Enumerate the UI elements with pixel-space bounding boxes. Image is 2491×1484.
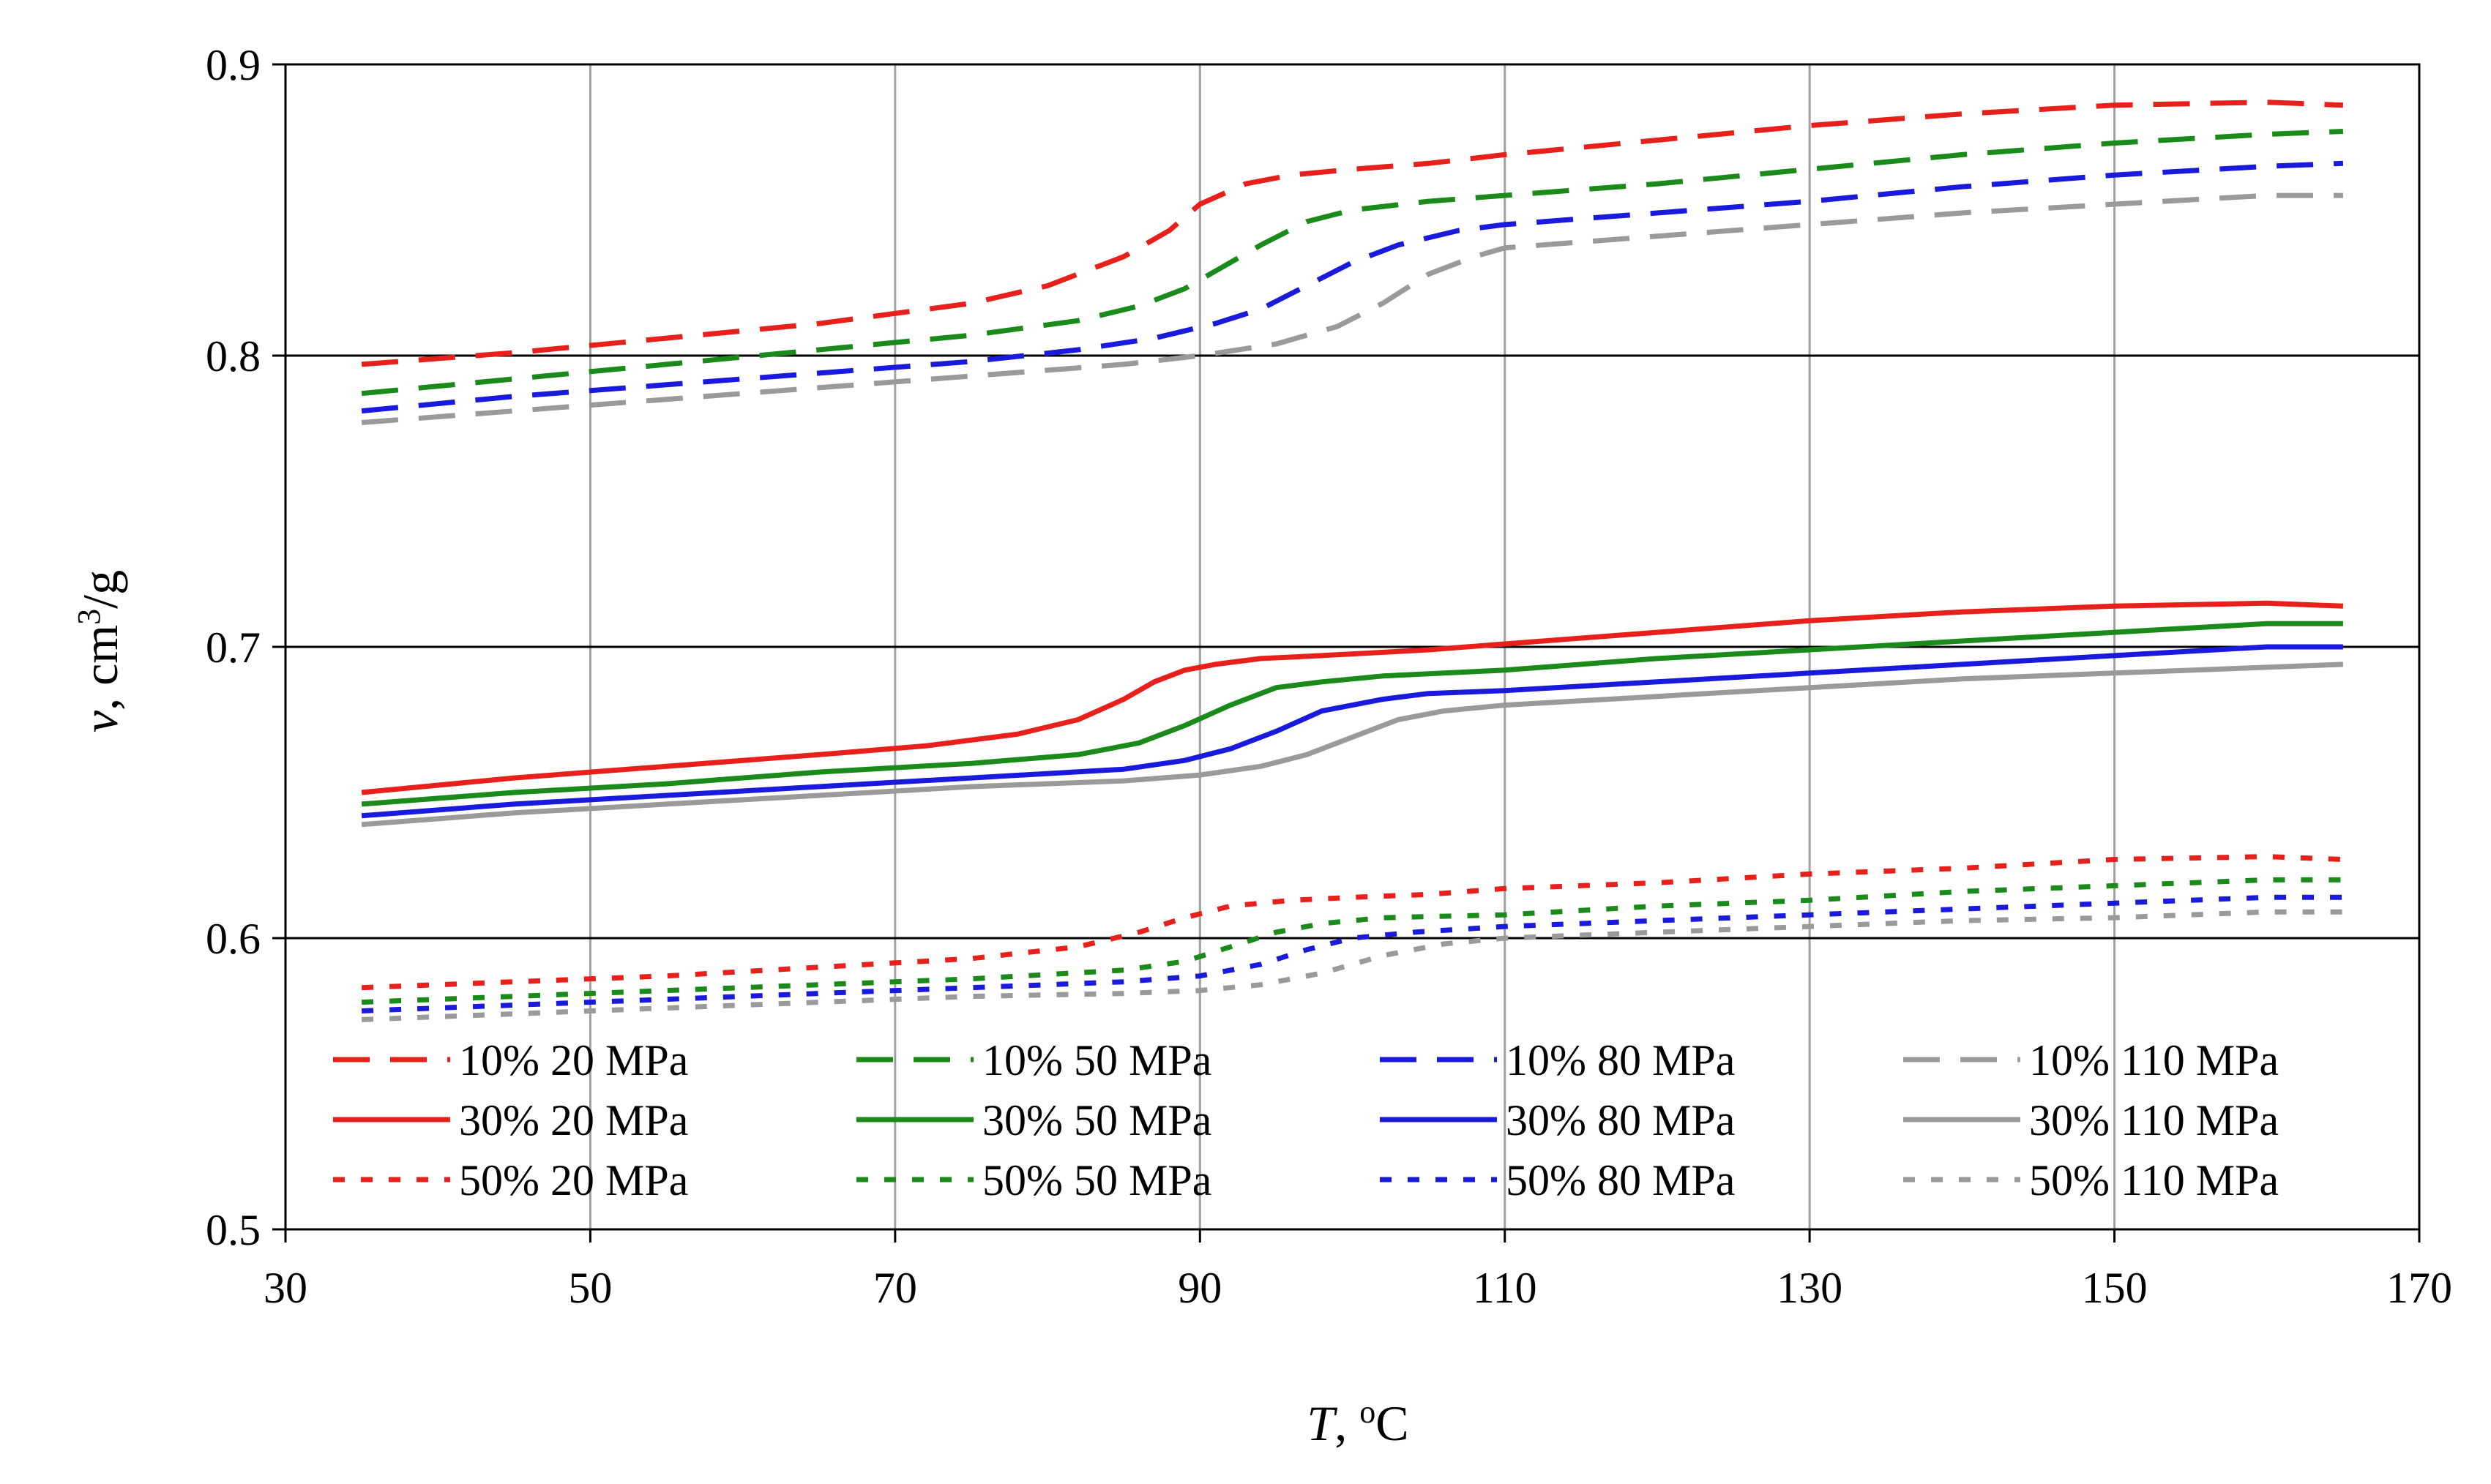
x-axis-label: T, oC xyxy=(1307,1394,1408,1452)
x-tick-label: 30 xyxy=(264,1264,307,1312)
legend-label: 30% 20 MPa xyxy=(459,1096,688,1144)
y-axis-label: v, cm3/g xyxy=(71,570,129,732)
series-line-30-20-mpa xyxy=(361,600,2344,795)
legend: 10% 20 MPa 10% 50 MPa 10% 80 MPa 10% 110 MP… xyxy=(333,1036,2279,1204)
y-tick-labels: 0.5 0.6 0.7 0.8 0.9 xyxy=(206,41,261,1254)
x-tick-labels: 30 50 70 90 110 130 150 170 xyxy=(264,1264,2452,1312)
series-line-50-80-mpa xyxy=(361,894,2343,1013)
x-axis-degree: o xyxy=(1359,1394,1375,1430)
series-line-50-110-mpa xyxy=(361,909,2343,1022)
legend-label: 30% 80 MPa xyxy=(1506,1096,1735,1144)
series-line-10-80-mpa xyxy=(361,160,2344,414)
y-axis-separator: , cm xyxy=(72,625,128,711)
series-line-50-50-mpa xyxy=(361,877,2343,1005)
y-axis-superscript: 3 xyxy=(71,609,107,625)
y-tick-label: 0.6 xyxy=(206,915,261,963)
legend-label: 10% 80 MPa xyxy=(1506,1036,1735,1084)
y-tick-label: 0.9 xyxy=(206,41,261,89)
legend-label: 10% 110 MPa xyxy=(2029,1036,2279,1084)
legend-label: 10% 50 MPa xyxy=(982,1036,1211,1084)
y-tick-label: 0.8 xyxy=(206,332,261,381)
x-tick-label: 110 xyxy=(1473,1264,1537,1312)
tick-marks xyxy=(272,63,2421,1243)
legend-label: 50% 110 MPa xyxy=(2029,1156,2279,1204)
x-tick-label: 130 xyxy=(1777,1264,1842,1312)
x-tick-label: 150 xyxy=(2082,1264,2148,1312)
series-line-10-110-mpa xyxy=(361,192,2343,425)
series-line-50-20-mpa xyxy=(361,854,2344,991)
horizontal-gridlines xyxy=(285,354,2419,940)
legend-label: 30% 110 MPa xyxy=(2029,1096,2279,1144)
x-tick-label: 170 xyxy=(2386,1264,2452,1312)
x-axis-variable: T xyxy=(1307,1395,1337,1451)
x-axis-separator: , xyxy=(1334,1395,1359,1451)
legend-label: 10% 20 MPa xyxy=(459,1036,688,1084)
legend-label: 30% 50 MPa xyxy=(982,1096,1211,1144)
y-tick-label: 0.7 xyxy=(206,623,261,672)
series-line-30-80-mpa xyxy=(361,644,2343,819)
series-line-30-50-mpa xyxy=(361,621,2343,807)
series-layer xyxy=(361,100,2344,1022)
legend-label: 50% 20 MPa xyxy=(459,1156,688,1204)
legend-label: 50% 80 MPa xyxy=(1506,1156,1735,1204)
series-line-10-20-mpa xyxy=(361,100,2344,367)
series-line-30-110-mpa xyxy=(361,662,2344,828)
x-axis-unit: C xyxy=(1375,1395,1408,1451)
legend-label: 50% 50 MPa xyxy=(982,1156,1211,1204)
x-tick-label: 90 xyxy=(1178,1264,1222,1312)
y-axis-variable: v xyxy=(72,710,128,732)
y-axis-unit: /g xyxy=(72,570,128,609)
x-tick-label: 70 xyxy=(873,1264,917,1312)
x-tick-label: 50 xyxy=(568,1264,612,1312)
series-line-10-50-mpa xyxy=(361,129,2344,397)
y-tick-label: 0.5 xyxy=(206,1206,261,1254)
